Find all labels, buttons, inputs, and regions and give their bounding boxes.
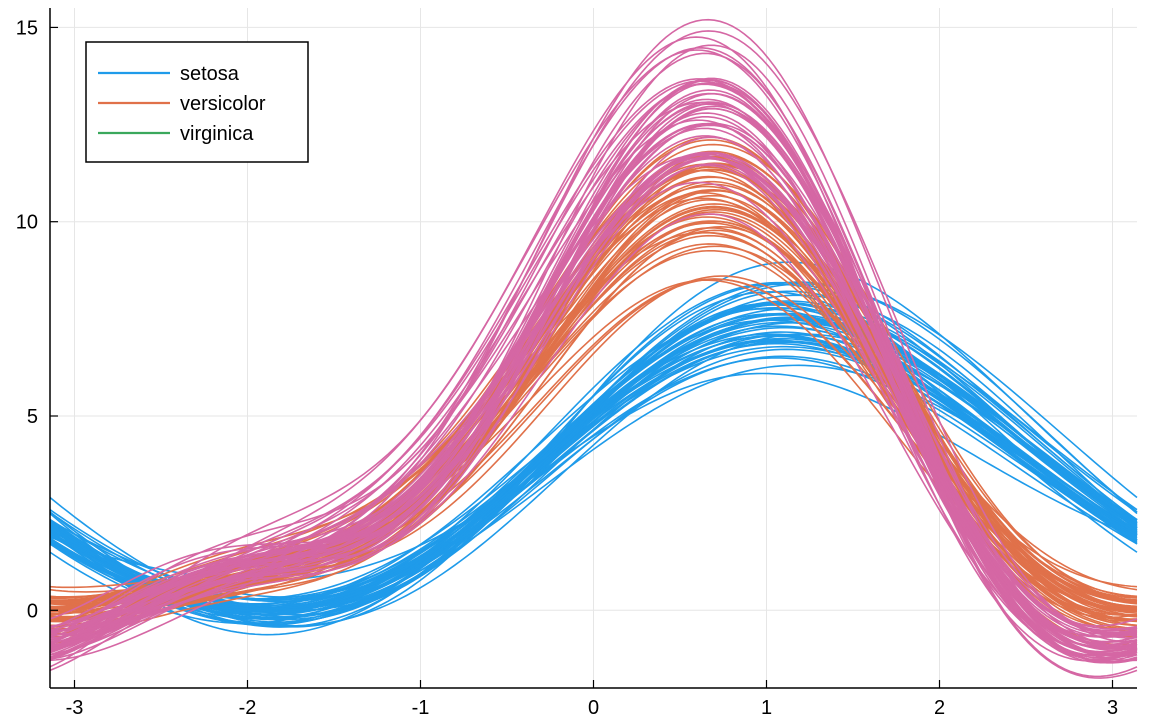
setosa-curve-38 bbox=[49, 322, 1138, 625]
magenta_group-curve-47 bbox=[49, 151, 1138, 638]
x-tick-label: -1 bbox=[412, 697, 430, 719]
setosa-curve-41 bbox=[49, 318, 1138, 613]
legend-label-versicolor: versicolor bbox=[180, 93, 266, 115]
setosa-curve-47 bbox=[49, 303, 1138, 627]
legend-label-virginica: virginica bbox=[180, 123, 254, 145]
setosa-curve-44 bbox=[49, 302, 1138, 611]
setosa-curve-23 bbox=[49, 333, 1138, 627]
x-tick-label: -2 bbox=[239, 697, 257, 719]
legend-label-setosa: setosa bbox=[180, 63, 240, 85]
y-tick-label: 5 bbox=[27, 406, 38, 428]
x-ticks: -3 -2 -1 0 1 2 3 bbox=[66, 680, 1118, 719]
curves bbox=[49, 18, 1138, 679]
x-tick-label: 0 bbox=[588, 697, 599, 719]
magenta_group-curve-32 bbox=[49, 30, 1138, 643]
y-tick-label: 0 bbox=[27, 600, 38, 622]
x-tick-label: 3 bbox=[1107, 697, 1118, 719]
setosa-curve-50 bbox=[49, 326, 1138, 608]
setosa-curve-43 bbox=[49, 348, 1138, 620]
magenta_group-curve-30 bbox=[49, 101, 1138, 639]
x-tick-label: -3 bbox=[66, 697, 84, 719]
y-tick-label: 15 bbox=[16, 17, 38, 39]
setosa-curve-45 bbox=[49, 291, 1138, 626]
legend-box bbox=[85, 41, 309, 163]
magenta_group-curve-50 bbox=[49, 151, 1138, 649]
legend: setosa versicolor virginica bbox=[85, 41, 309, 163]
magenta_group-curve-43 bbox=[49, 157, 1138, 654]
x-tick-label: 2 bbox=[934, 697, 945, 719]
magenta_group-curve-45 bbox=[49, 77, 1138, 657]
magenta_group-curve-46 bbox=[49, 107, 1138, 637]
setosa-curve-49 bbox=[49, 302, 1138, 616]
magenta_group-curve-42 bbox=[49, 102, 1138, 627]
y-tick-label: 10 bbox=[16, 212, 38, 234]
x-tick-label: 1 bbox=[761, 697, 772, 719]
y-ticks: 0 5 10 15 bbox=[16, 17, 58, 622]
